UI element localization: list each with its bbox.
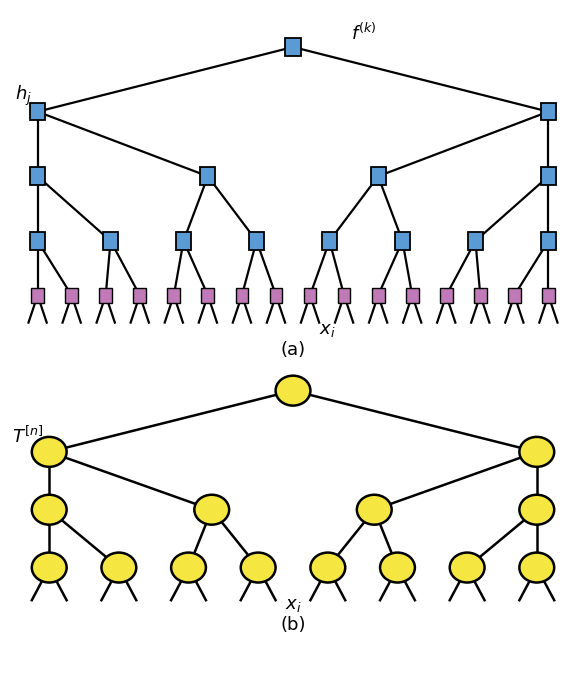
Text: $f^{(k)}$: $f^{(k)}$ xyxy=(351,23,377,44)
FancyBboxPatch shape xyxy=(65,288,78,303)
FancyBboxPatch shape xyxy=(31,288,44,303)
Ellipse shape xyxy=(449,553,485,582)
FancyBboxPatch shape xyxy=(322,232,337,250)
FancyBboxPatch shape xyxy=(168,288,180,303)
FancyBboxPatch shape xyxy=(103,232,118,250)
FancyBboxPatch shape xyxy=(285,38,301,56)
Ellipse shape xyxy=(171,553,206,582)
FancyBboxPatch shape xyxy=(541,167,556,185)
Ellipse shape xyxy=(275,376,311,405)
Text: $x_i$: $x_i$ xyxy=(285,596,301,614)
Text: $x_i$: $x_i$ xyxy=(319,321,335,339)
Ellipse shape xyxy=(32,495,67,525)
FancyBboxPatch shape xyxy=(338,288,350,303)
FancyBboxPatch shape xyxy=(30,232,45,250)
Text: $h_j$: $h_j$ xyxy=(15,84,32,108)
FancyBboxPatch shape xyxy=(406,288,418,303)
FancyBboxPatch shape xyxy=(542,288,555,303)
FancyBboxPatch shape xyxy=(30,167,45,185)
FancyBboxPatch shape xyxy=(99,288,112,303)
FancyBboxPatch shape xyxy=(370,167,386,185)
FancyBboxPatch shape xyxy=(304,288,316,303)
FancyBboxPatch shape xyxy=(249,232,264,250)
FancyBboxPatch shape xyxy=(474,288,487,303)
FancyBboxPatch shape xyxy=(200,167,216,185)
Ellipse shape xyxy=(311,553,345,582)
FancyBboxPatch shape xyxy=(30,103,45,121)
Text: (b): (b) xyxy=(280,617,306,635)
Text: $T^{[n]}$: $T^{[n]}$ xyxy=(12,425,43,447)
FancyBboxPatch shape xyxy=(440,288,452,303)
Ellipse shape xyxy=(519,553,554,582)
Ellipse shape xyxy=(195,495,229,525)
FancyBboxPatch shape xyxy=(541,232,556,250)
FancyBboxPatch shape xyxy=(468,232,483,250)
Ellipse shape xyxy=(519,495,554,525)
FancyBboxPatch shape xyxy=(541,103,556,121)
Ellipse shape xyxy=(380,553,415,582)
FancyBboxPatch shape xyxy=(372,288,384,303)
FancyBboxPatch shape xyxy=(270,288,282,303)
Ellipse shape xyxy=(32,553,67,582)
FancyBboxPatch shape xyxy=(508,288,521,303)
FancyBboxPatch shape xyxy=(134,288,146,303)
Ellipse shape xyxy=(241,553,275,582)
FancyBboxPatch shape xyxy=(176,232,191,250)
Ellipse shape xyxy=(32,437,67,467)
Ellipse shape xyxy=(101,553,137,582)
Text: (a): (a) xyxy=(281,341,305,359)
FancyBboxPatch shape xyxy=(202,288,214,303)
Ellipse shape xyxy=(357,495,391,525)
FancyBboxPatch shape xyxy=(395,232,410,250)
Ellipse shape xyxy=(519,437,554,467)
FancyBboxPatch shape xyxy=(236,288,248,303)
